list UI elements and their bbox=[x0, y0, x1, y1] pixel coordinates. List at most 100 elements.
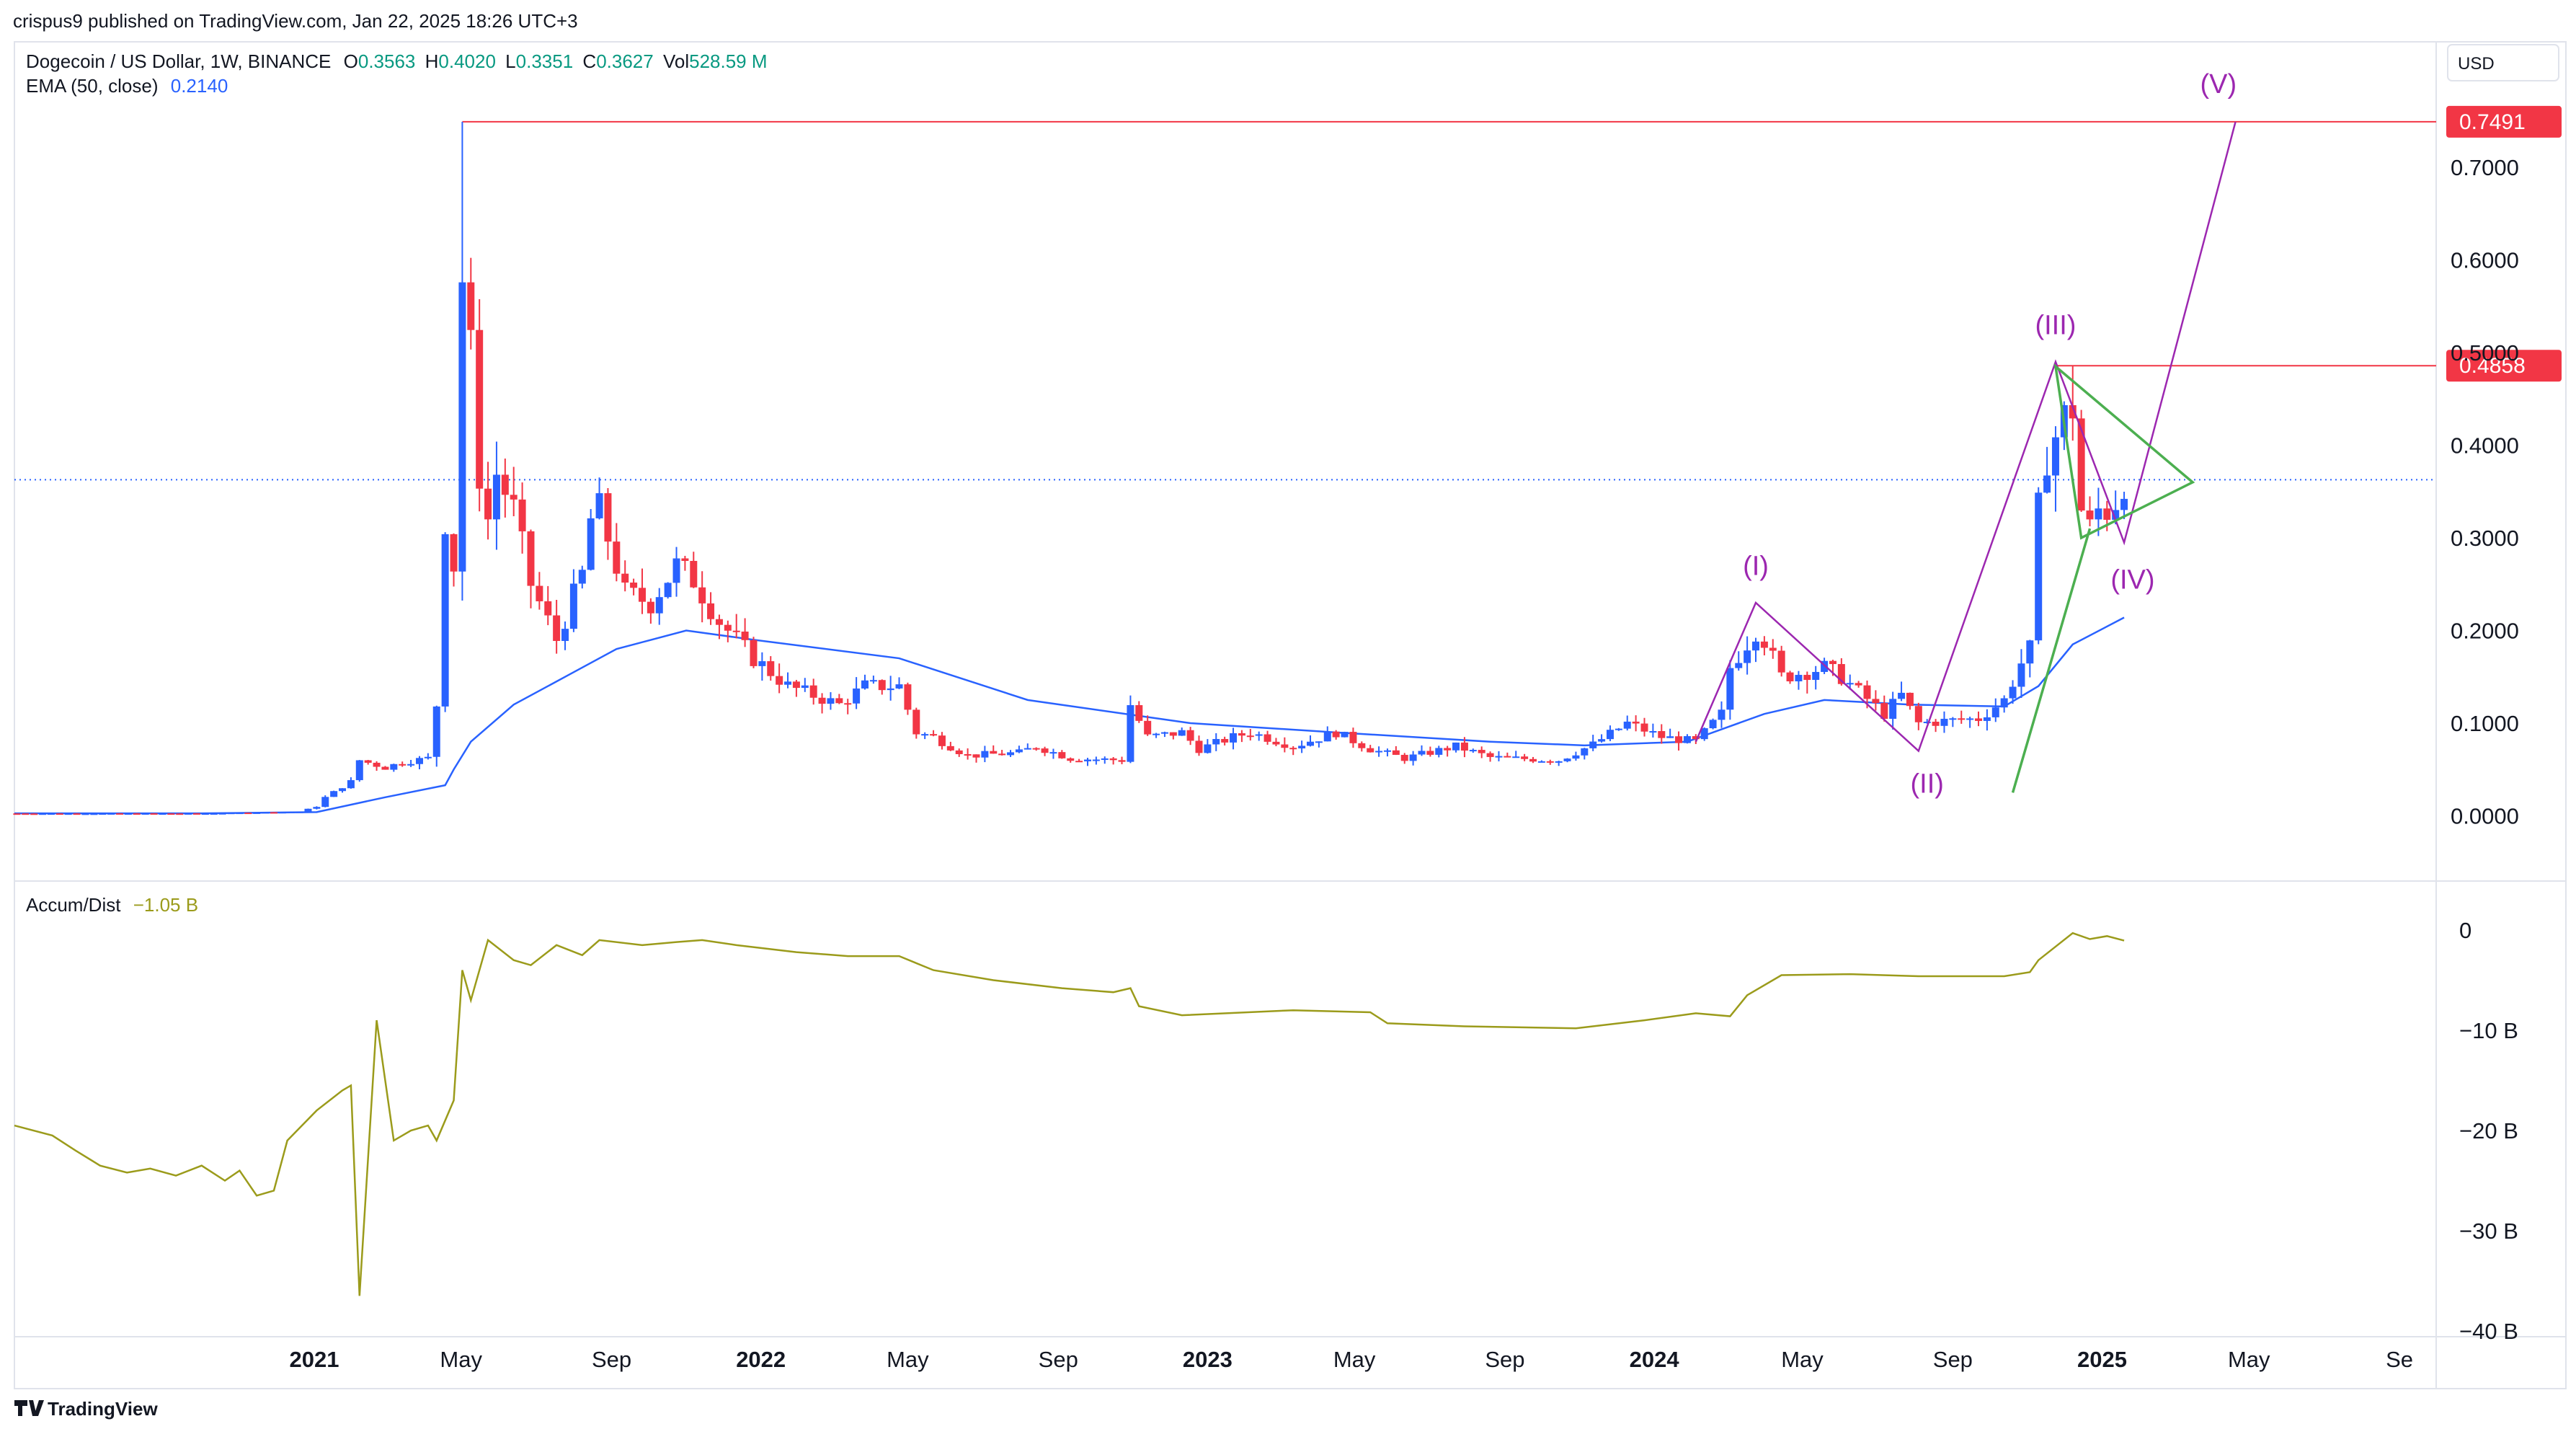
accum-dist-legend[interactable]: Accum/Dist −1.05 B bbox=[26, 894, 198, 916]
accum-dist-tick-label: −10 B bbox=[2459, 1018, 2518, 1043]
wave-label: (V) bbox=[2200, 69, 2237, 99]
high-value: 0.4020 bbox=[438, 50, 496, 72]
candle-body bbox=[176, 813, 184, 815]
high-label: H bbox=[425, 50, 439, 72]
candle-body bbox=[578, 570, 586, 584]
candle-body bbox=[1563, 758, 1571, 761]
candle-body bbox=[1135, 705, 1143, 721]
candle-body bbox=[1323, 731, 1331, 742]
candle-body bbox=[1700, 728, 1708, 740]
candle-body bbox=[1640, 723, 1648, 732]
candle-body bbox=[1452, 742, 1460, 751]
time-tick-label: 2021 bbox=[289, 1347, 339, 1372]
time-tick-label: May bbox=[2228, 1347, 2270, 1372]
candle-body bbox=[1375, 751, 1383, 753]
price-tick-label: 0.2000 bbox=[2451, 619, 2519, 644]
time-tick-label: May bbox=[1781, 1347, 1824, 1372]
accum-dist-label: Accum/Dist bbox=[26, 894, 121, 916]
candle-body bbox=[1392, 750, 1400, 755]
candle-body bbox=[536, 585, 543, 602]
volume-value: 528.59 M bbox=[689, 50, 768, 72]
candle-body bbox=[1718, 709, 1726, 720]
candle-body bbox=[339, 788, 347, 792]
candle-body bbox=[767, 661, 775, 676]
candle-body bbox=[1469, 750, 1477, 752]
ema-label: EMA (50, close) bbox=[26, 75, 159, 97]
candle-body bbox=[330, 791, 338, 797]
low-value: 0.3351 bbox=[515, 50, 574, 72]
candle-body bbox=[167, 813, 175, 815]
candle-body bbox=[1341, 732, 1349, 738]
candle-body bbox=[2069, 404, 2077, 419]
candle-body bbox=[895, 684, 903, 689]
candle-body bbox=[1255, 734, 1263, 736]
candle-body bbox=[1007, 752, 1015, 756]
candle-body bbox=[972, 754, 980, 758]
candle-body bbox=[124, 813, 132, 815]
time-tick-label: Sep bbox=[592, 1347, 631, 1372]
candle-body bbox=[1478, 750, 1485, 753]
candle-body bbox=[1923, 722, 1931, 724]
candle-body bbox=[1975, 718, 1983, 721]
candle-body bbox=[492, 474, 500, 520]
candle-body bbox=[964, 753, 972, 756]
candle-body bbox=[236, 813, 244, 815]
publisher-line: crispus9 published on TradingView.com, J… bbox=[13, 10, 578, 32]
candle-body bbox=[1666, 736, 1674, 738]
candle-body bbox=[1623, 721, 1631, 729]
candle-body bbox=[946, 746, 954, 751]
candle-body bbox=[604, 493, 612, 542]
candle-body bbox=[1821, 660, 1829, 672]
candle-body bbox=[1272, 741, 1280, 745]
candle-body bbox=[613, 541, 621, 574]
support-trendline bbox=[2011, 528, 2092, 793]
currency-button[interactable] bbox=[2447, 44, 2559, 81]
candle-body bbox=[99, 813, 107, 815]
candle-body bbox=[1144, 720, 1152, 735]
candle-body bbox=[758, 661, 766, 666]
candle-body bbox=[2026, 640, 2034, 664]
candle-body bbox=[1760, 641, 1768, 648]
candle-body bbox=[1195, 740, 1203, 753]
candle-body bbox=[1837, 664, 1845, 684]
candle-body bbox=[595, 493, 603, 518]
candle-body bbox=[210, 813, 218, 815]
candle-body bbox=[1940, 718, 1948, 726]
candle-body bbox=[1589, 741, 1597, 748]
candle-body bbox=[107, 813, 115, 815]
symbol-legend[interactable]: Dogecoin / US Dollar, 1W, BINANCE O0.356… bbox=[26, 50, 768, 73]
candle-body bbox=[2017, 663, 2025, 687]
candle-body bbox=[2035, 492, 2043, 641]
candle-body bbox=[1460, 742, 1468, 751]
candle-body bbox=[681, 558, 689, 561]
ema-line bbox=[14, 616, 2125, 815]
candle-body bbox=[1598, 739, 1606, 742]
candle-body bbox=[1572, 755, 1580, 759]
candle-body bbox=[1692, 736, 1700, 740]
candle-body bbox=[321, 797, 329, 808]
candle-body bbox=[90, 813, 98, 815]
candle-body bbox=[450, 534, 458, 572]
candle-body bbox=[192, 813, 200, 815]
candle-body bbox=[869, 680, 877, 682]
candle-body bbox=[201, 813, 209, 815]
ema-legend[interactable]: EMA (50, close) 0.2140 bbox=[26, 75, 228, 97]
brand-name: TradingView bbox=[48, 1398, 158, 1420]
candle-body bbox=[133, 813, 141, 815]
candle-body bbox=[741, 632, 749, 640]
candle-body bbox=[39, 813, 47, 815]
candle-body bbox=[150, 813, 158, 815]
candle-body bbox=[1906, 692, 1914, 707]
time-tick-label: May bbox=[887, 1347, 929, 1372]
candle-body bbox=[1186, 730, 1194, 741]
price-axis: 0.0000 0.1000 0.2000 0.3000 0.4000 0.5000 0.60… bbox=[2451, 155, 2519, 829]
candle-body bbox=[1298, 746, 1306, 749]
low-label: L bbox=[505, 50, 516, 72]
candle-body bbox=[441, 534, 449, 707]
candle-body bbox=[1067, 758, 1075, 761]
candle-body bbox=[1118, 760, 1126, 762]
candle-body bbox=[1418, 751, 1426, 755]
candle-body bbox=[1383, 750, 1391, 752]
candle-body bbox=[518, 499, 526, 531]
candle-body bbox=[587, 518, 595, 570]
